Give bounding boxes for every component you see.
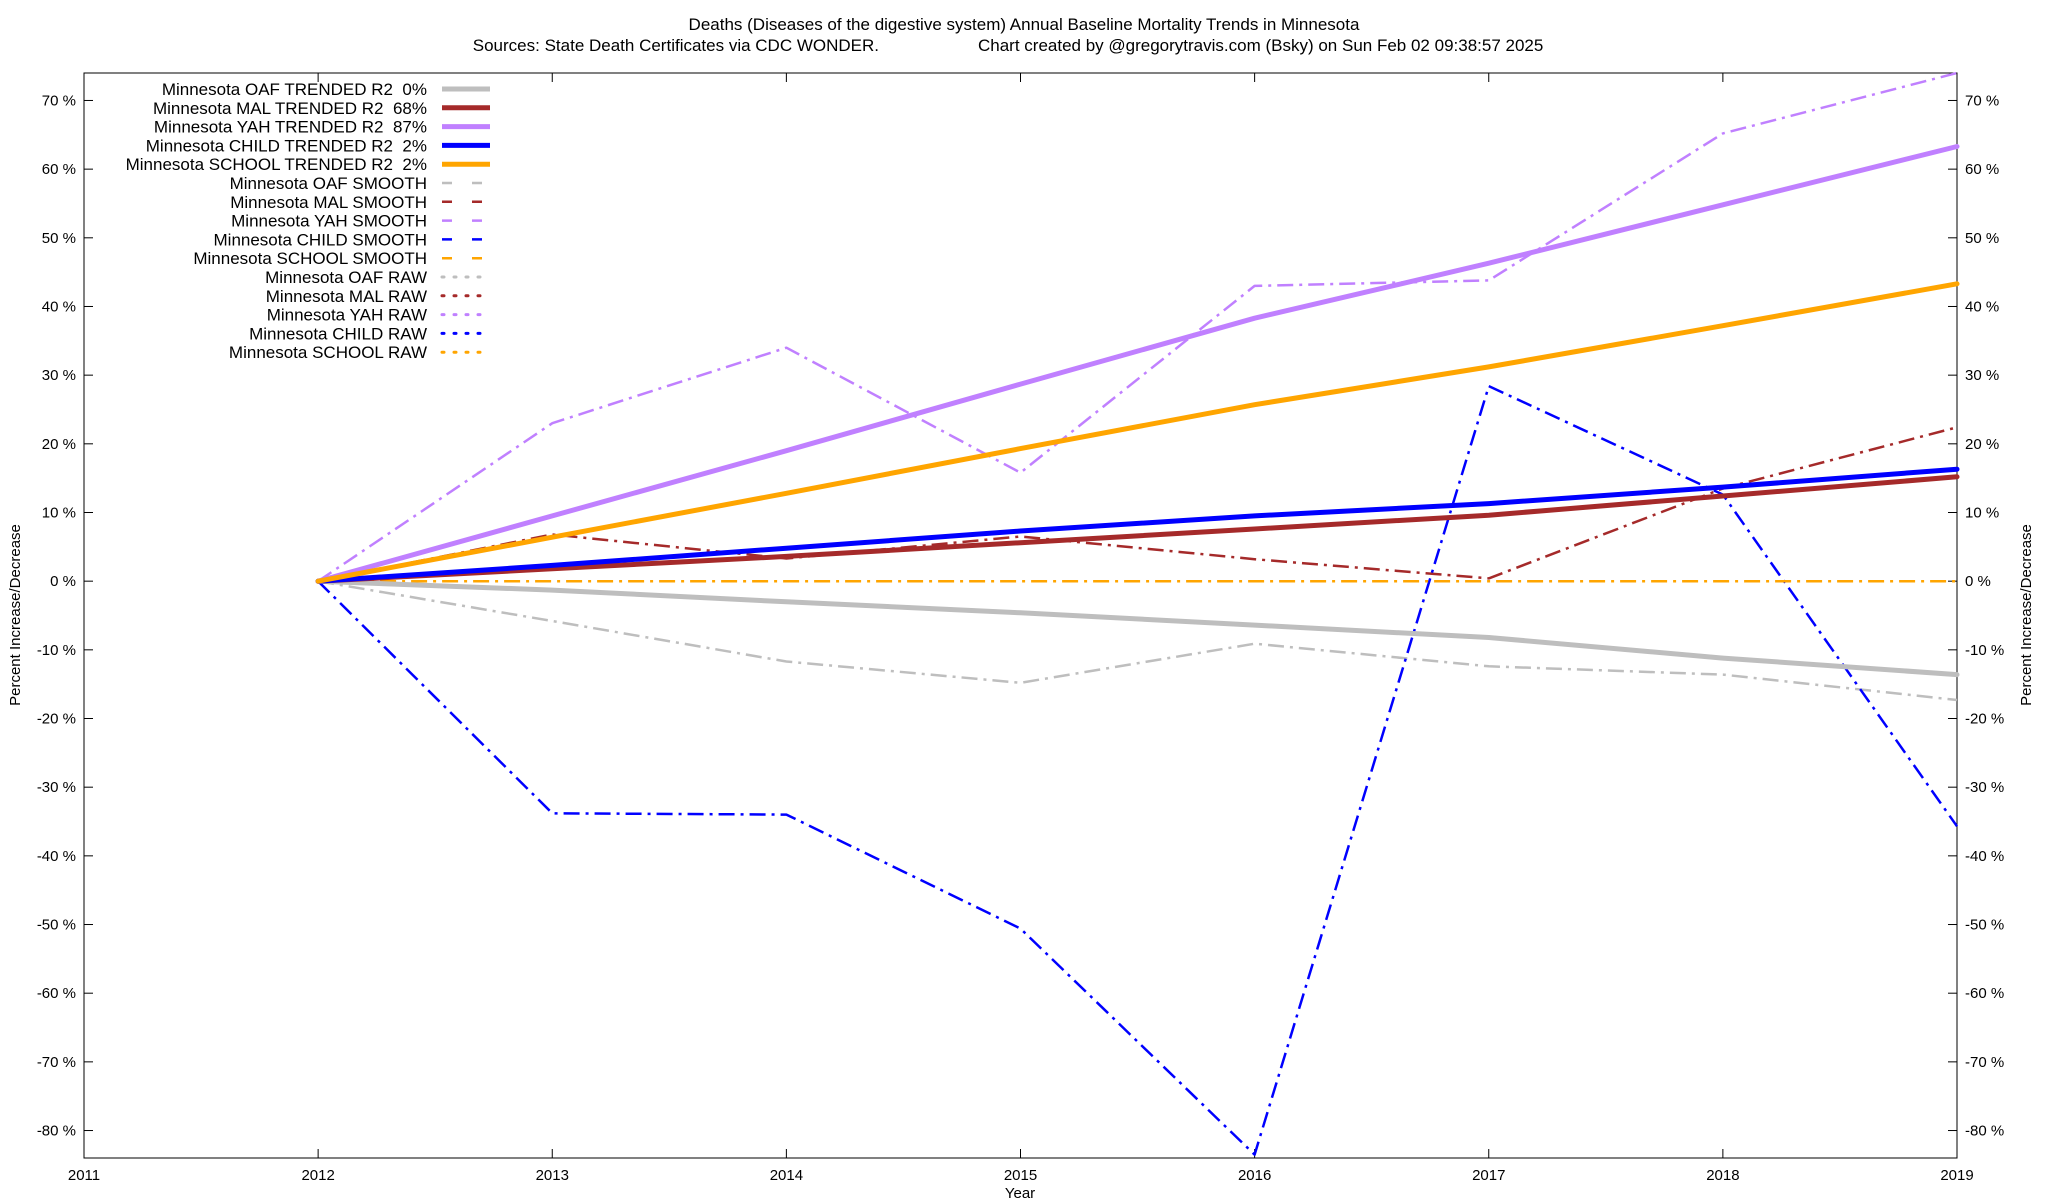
x-tick-label: 2013	[536, 1167, 569, 1184]
series-line-minnesota-oaf-trended-r2	[315, 578, 1960, 678]
legend-label: Minnesota MAL SMOOTH	[230, 193, 427, 212]
x-axis-title: Year	[1005, 1185, 1035, 1200]
y-axis-right: -80 % -70 % -60 % -50 % -40 % -30 % -20 % -10 %…	[1948, 92, 2004, 1140]
legend-label: Minnesota OAF SMOOTH	[230, 174, 427, 193]
y-tick-label-left: 30 %	[42, 367, 76, 384]
y-tick-label-right: -50 %	[1965, 917, 2004, 934]
y-axis-title-right: Percent Increase/Decrease	[2018, 524, 2035, 706]
legend-r2-value: 0%	[393, 80, 427, 99]
y-tick-label-right: 10 %	[1965, 504, 1999, 521]
y-tick-label-right: 50 %	[1965, 230, 1999, 247]
chart-subtitle-sources: Sources: State Death Certificates via CD…	[473, 36, 879, 55]
y-tick-label-right: 0 %	[1965, 573, 1991, 590]
y-axis-left: -80 % -70 % -60 % -50 % -40 % -30 % -20 % -10 %…	[37, 92, 93, 1140]
series-layer	[315, 71, 1960, 1156]
y-tick-label-right: 60 %	[1965, 161, 1999, 178]
legend-label: Minnesota OAF TRENDED R2 0%	[162, 80, 427, 99]
legend-label: Minnesota MAL TRENDED R2 68%	[153, 99, 427, 118]
y-tick-label-left: 40 %	[42, 298, 76, 315]
y-tick-label-left: 10 %	[42, 504, 76, 521]
x-tick-label: 2011	[68, 1167, 100, 1184]
legend-label: Minnesota YAH RAW	[267, 306, 427, 325]
y-tick-label-left: 0 %	[50, 573, 76, 590]
legend: Minnesota OAF TRENDED R2 0%Minnesota MAL…	[126, 80, 492, 362]
series-line-minnesota-child-smooth	[317, 384, 1959, 1156]
legend-label: Minnesota SCHOOL RAW	[229, 343, 427, 362]
y-tick-label-left: 50 %	[42, 230, 76, 247]
x-tick-label: 2018	[1706, 1167, 1739, 1184]
y-tick-label-left: -40 %	[37, 848, 76, 865]
series-line-minnesota-mal-trended-r2	[315, 474, 1960, 584]
legend-r2-value: 68%	[384, 99, 427, 118]
y-tick-label-right: -10 %	[1965, 642, 2004, 659]
series-line-minnesota-yah-smooth	[317, 71, 1958, 583]
legend-label: Minnesota SCHOOL SMOOTH	[193, 249, 427, 268]
y-tick-label-right: 30 %	[1965, 367, 1999, 384]
y-tick-label-right: 70 %	[1965, 92, 1999, 109]
legend-label: Minnesota CHILD RAW	[249, 324, 427, 343]
x-axis: 2011 2012 2013 2014 2015 2016 2017 2018 2019	[68, 73, 1974, 1184]
y-tick-label-right: -60 %	[1965, 985, 2004, 1002]
y-tick-label-right: -20 %	[1965, 711, 2004, 728]
y-tick-label-left: -60 %	[37, 985, 76, 1002]
chart-subtitle-credit: Chart created by @gregorytravis.com (Bsk…	[978, 36, 1543, 55]
legend-r2-value: 87%	[384, 118, 427, 137]
y-tick-label-right: -40 %	[1965, 848, 2004, 865]
y-tick-label-right: 20 %	[1965, 436, 1999, 453]
y-tick-label-left: -80 %	[37, 1123, 76, 1140]
y-tick-label-right: -80 %	[1965, 1123, 2004, 1140]
y-tick-label-left: -50 %	[37, 917, 76, 934]
chart-title: Deaths (Diseases of the digestive system…	[689, 15, 1360, 34]
x-tick-label: 2015	[1004, 1167, 1037, 1184]
legend-series-name: Minnesota OAF TRENDED R2	[162, 80, 393, 99]
legend-r2-value: 2%	[393, 155, 427, 174]
x-tick-label: 2017	[1472, 1167, 1505, 1184]
y-axis-title-left: Percent Increase/Decrease	[7, 524, 24, 706]
legend-label: Minnesota SCHOOL TRENDED R2 2%	[126, 155, 427, 174]
series-line-minnesota-mal-smooth	[317, 426, 1958, 583]
legend-label: Minnesota YAH SMOOTH	[231, 212, 427, 231]
x-tick-label: 2014	[770, 1167, 803, 1184]
y-tick-label-left: -10 %	[37, 642, 76, 659]
legend-series-name: Minnesota SCHOOL TRENDED R2	[126, 155, 393, 174]
series-line-minnesota-child-trended-r2	[315, 466, 1960, 584]
y-tick-label-left: -20 %	[37, 711, 76, 728]
y-tick-label-left: 70 %	[42, 92, 76, 109]
legend-label: Minnesota YAH TRENDED R2 87%	[154, 118, 427, 137]
legend-series-name: Minnesota YAH TRENDED R2	[154, 118, 384, 137]
legend-label: Minnesota MAL RAW	[266, 287, 427, 306]
legend-series-name: Minnesota MAL TRENDED R2	[153, 99, 384, 118]
legend-label: Minnesota CHILD TRENDED R2 2%	[146, 136, 427, 155]
legend-r2-value: 2%	[393, 136, 427, 155]
x-tick-label: 2012	[301, 1167, 334, 1184]
series-line-minnesota-yah-trended-r2	[315, 144, 1960, 584]
legend-label: Minnesota OAF RAW	[265, 268, 427, 287]
series-line-minnesota-school-trended-r2	[315, 281, 1960, 584]
y-tick-label-right: -30 %	[1965, 779, 2004, 796]
x-tick-label: 2019	[1940, 1167, 1973, 1184]
series-line-minnesota-oaf-smooth	[317, 579, 1958, 702]
x-tick-label: 2016	[1238, 1167, 1271, 1184]
y-tick-label-right: 40 %	[1965, 298, 1999, 315]
y-tick-label-left: -70 %	[37, 1054, 76, 1071]
y-tick-label-left: -30 %	[37, 779, 76, 796]
y-tick-label-left: 60 %	[42, 161, 76, 178]
legend-label: Minnesota CHILD SMOOTH	[214, 230, 428, 249]
y-tick-label-left: 20 %	[42, 436, 76, 453]
legend-series-name: Minnesota CHILD TRENDED R2	[146, 136, 393, 155]
y-tick-label-right: -70 %	[1965, 1054, 2004, 1071]
